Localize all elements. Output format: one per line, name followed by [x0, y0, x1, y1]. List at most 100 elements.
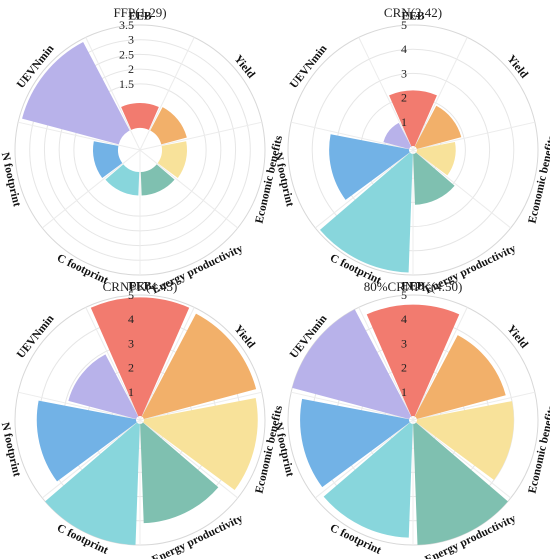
category-label: EEB: [401, 281, 424, 293]
radial-ticks: 1 2 3 4 5: [401, 288, 407, 399]
bar-uevnmin: [383, 122, 412, 149]
grid-spoke: [291, 121, 414, 151]
radial-tick-label: 2: [401, 361, 407, 375]
bar-c-footprint: [323, 422, 413, 538]
radial-tick-label: 5: [128, 288, 134, 302]
bar-yield: [414, 335, 506, 419]
bar-n-footprint: [329, 134, 410, 200]
category-label: EEB: [128, 281, 151, 293]
bar-economic-benefits: [143, 397, 258, 491]
bar-series: [22, 42, 188, 196]
grid-spoke: [358, 37, 414, 151]
grid-spoke: [139, 391, 262, 421]
bar-uevnmin: [68, 354, 139, 419]
radial-tick-label: 2: [128, 361, 134, 375]
grid-spoke: [139, 37, 195, 151]
category-label: UEVNmin: [15, 312, 57, 360]
radial-tick-label: 5: [401, 288, 407, 302]
bar-economic-benefits: [416, 142, 456, 176]
grid-spoke: [41, 149, 141, 229]
radial-tick-label: 4: [401, 312, 407, 326]
radial-tick-label: 2: [128, 62, 134, 76]
category-label: EEB: [128, 11, 151, 23]
bar-series: [319, 90, 462, 273]
bar-energy-productivity: [413, 152, 455, 205]
bar-n-footprint: [300, 398, 410, 488]
bar-yield: [414, 105, 462, 149]
grid-spoke: [412, 391, 535, 421]
bar-economic-benefits: [157, 141, 188, 178]
bar-yield: [150, 107, 187, 145]
bar-n-footprint: [92, 141, 123, 178]
grid-spoke: [412, 307, 468, 421]
polar-grid: [14, 24, 266, 276]
bar-eeb: [121, 102, 159, 130]
grid-spoke: [85, 37, 141, 151]
bar-uevnmin: [22, 42, 130, 145]
grid-spoke: [18, 121, 141, 151]
radial-tick-label: 3.5: [119, 18, 134, 32]
grid-spoke: [412, 149, 512, 229]
radial-tick-label: 3: [401, 66, 407, 80]
radial-tick-label: 4: [128, 312, 134, 326]
bar-energy-productivity: [140, 164, 175, 196]
grid-spoke: [314, 149, 414, 229]
radial-tick-label: 3: [128, 336, 134, 350]
panel-title: CRN(2.42): [384, 5, 442, 20]
category-label: Yield: [232, 53, 258, 81]
radial-tick-label: 2: [401, 91, 407, 105]
radial-tick-label: 2.5: [119, 47, 134, 61]
bar-series: [36, 297, 258, 545]
grid-spoke: [358, 307, 414, 421]
bar-eeb: [389, 90, 437, 147]
radial-tick-label: 3: [128, 33, 134, 47]
bar-series: [292, 304, 514, 545]
grid-spoke: [18, 391, 141, 421]
radial-ticks: 1 2 3 4 5: [401, 18, 407, 129]
bar-economic-benefits: [416, 401, 514, 480]
panel-title: 80%CRNPK(4.50): [364, 279, 463, 294]
grid-spoke: [412, 419, 512, 499]
bar-c-footprint: [45, 422, 140, 545]
grid-spoke: [41, 419, 141, 499]
category-label: Yield: [505, 323, 531, 351]
radial-ticks: 1.522.533.5: [119, 18, 134, 91]
radial-tick-label: 1: [401, 385, 407, 399]
radial-tick-label: 1: [128, 385, 134, 399]
bar-yield: [141, 313, 257, 419]
radial-tick-label: 1: [401, 115, 407, 129]
bar-eeb: [90, 297, 190, 417]
bar-energy-productivity: [413, 422, 508, 545]
panel-title: FFP(1.29): [113, 5, 166, 20]
category-label: UEVNmin: [288, 42, 330, 90]
grid-spoke: [139, 419, 239, 499]
grid-spoke: [314, 419, 414, 499]
grid-spoke: [412, 121, 535, 151]
radial-tick-label: 3: [401, 336, 407, 350]
grid-spoke: [139, 307, 195, 421]
category-label: Yield: [505, 53, 531, 81]
bar-eeb: [366, 304, 460, 417]
radial-ticks: 1 2 3 4 5: [128, 288, 134, 399]
category-label: Yield: [232, 323, 258, 351]
category-label: N footprint: [0, 421, 23, 478]
radial-tick-label: 5: [401, 18, 407, 32]
grid-spoke: [85, 307, 141, 421]
radial-tick-label: 4: [401, 42, 407, 56]
panel-title: CRNPK(4.43): [103, 279, 178, 294]
bar-energy-productivity: [140, 422, 219, 524]
polar-grid: [287, 24, 539, 276]
grid-spoke: [412, 37, 468, 151]
bar-uevnmin: [292, 309, 412, 419]
radial-tick-label: 1.5: [119, 77, 134, 91]
bar-c-footprint: [105, 164, 140, 196]
grid-spoke: [139, 149, 239, 229]
category-label: EEB: [401, 11, 424, 23]
grid-spoke: [291, 391, 414, 421]
